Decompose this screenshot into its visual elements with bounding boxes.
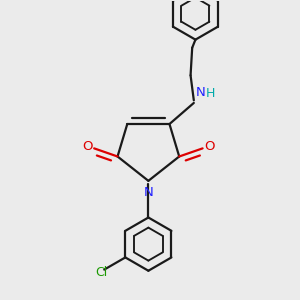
Text: Cl: Cl [95,266,107,279]
Text: N: N [143,186,153,199]
Text: O: O [82,140,92,153]
Text: N: N [195,86,205,99]
Text: O: O [205,140,215,153]
Text: H: H [206,87,215,100]
